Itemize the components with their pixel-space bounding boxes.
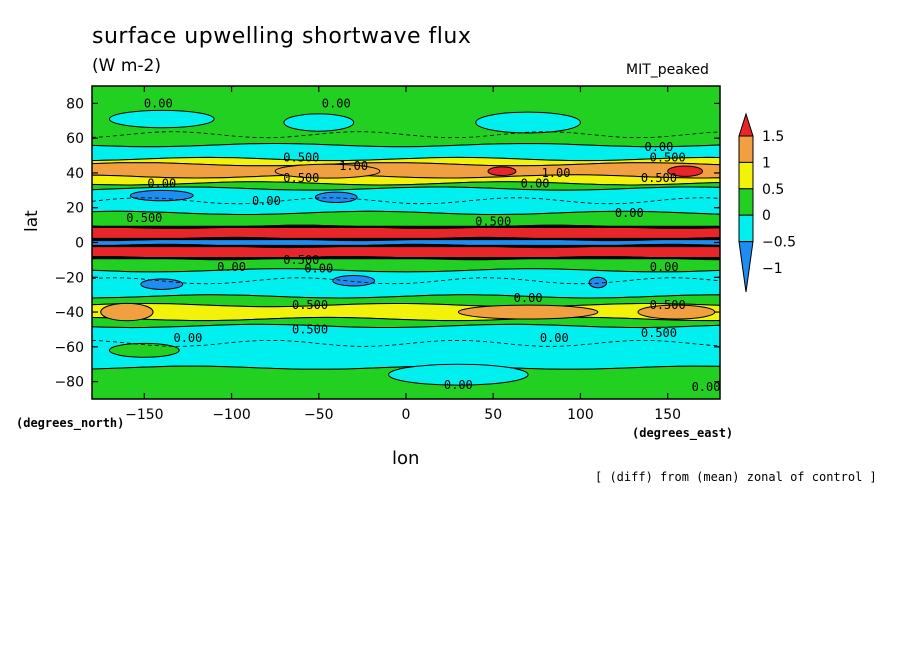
x-axis-units: (degrees_east)	[632, 426, 734, 440]
x-axis-label: lon	[392, 448, 420, 469]
colorbar-level-label: 0.5	[762, 182, 784, 198]
colorbar-arrow-top	[738, 112, 754, 137]
y-tick-label: −80	[54, 375, 84, 391]
x-tick-label: −100	[212, 407, 250, 423]
patch-14	[108, 342, 180, 358]
patch-10	[588, 276, 608, 289]
y-tick-label: −60	[54, 340, 84, 356]
patch-15	[388, 363, 529, 386]
y-tick-label: 60	[66, 131, 84, 147]
contour-label: 0.00	[304, 262, 333, 276]
contour-label: 0.500	[475, 215, 511, 229]
contour-label: 0.500	[283, 150, 319, 164]
colorbar-level-label: −1	[762, 261, 783, 277]
colorbar-swatch	[738, 161, 754, 190]
x-tick-label: 50	[484, 407, 502, 423]
colorbar-level-label: −0.5	[762, 235, 796, 251]
contour-label: 0.500	[283, 171, 319, 185]
difference-note: [ (diff) from (mean) zonal of control ]	[595, 470, 877, 484]
patch-4	[487, 166, 517, 177]
patch-5	[667, 165, 704, 177]
x-tick-label: 100	[567, 407, 594, 423]
contour-label: 0.00	[540, 331, 569, 345]
patch-0	[108, 109, 215, 129]
contour-label: 0.00	[644, 140, 673, 154]
colorbar-level-label: 1.5	[762, 129, 784, 145]
colorbar-swatch	[738, 135, 754, 163]
contour-label: 0.00	[521, 176, 550, 190]
contour-label: 1.00	[542, 166, 571, 180]
patch-1	[283, 113, 355, 132]
contour-label: 0.00	[252, 194, 281, 208]
patch-12	[457, 304, 599, 320]
y-axis-units: (degrees_north)	[16, 416, 125, 430]
y-tick-label: −40	[54, 305, 84, 321]
contour-label: 0.500	[641, 171, 677, 185]
contour-label: 0.500	[292, 298, 328, 312]
chart-units: (W m-2)	[92, 56, 161, 76]
y-tick-label: 40	[66, 166, 84, 182]
contour-label: 0.00	[173, 331, 202, 345]
contour-label: 0.00	[615, 206, 644, 220]
colorbar-swatch	[738, 214, 754, 243]
contour-label: 0.00	[144, 96, 173, 110]
x-tick-label: 150	[654, 407, 681, 423]
contour-label: 0.500	[126, 211, 162, 225]
contour-label: 0.00	[692, 380, 721, 394]
colorbar-level-label: 1	[762, 155, 771, 171]
y-tick-label: 0	[75, 236, 84, 252]
y-tick-label: 80	[66, 96, 84, 112]
contour-label: 0.500	[650, 150, 686, 164]
patch-9	[332, 275, 376, 287]
band-17	[92, 365, 720, 399]
contour-label: 0.00	[444, 378, 473, 392]
contour-label: 0.500	[650, 298, 686, 312]
colorbar-swatch	[738, 188, 754, 216]
chart-title: surface upwelling shortwave flux	[92, 24, 472, 49]
contour-label: 0.500	[641, 326, 677, 340]
contour-label: 0.500	[283, 253, 319, 267]
y-tick-label: 20	[66, 201, 84, 217]
contour-label: 0.00	[514, 291, 543, 305]
y-tick-label: −20	[54, 270, 84, 286]
patch-6	[129, 189, 194, 202]
patch-3	[274, 163, 381, 179]
patch-7	[314, 191, 358, 204]
patch-2	[475, 111, 581, 134]
contour-label: 0.00	[322, 96, 351, 110]
x-tick-label: −50	[304, 407, 334, 423]
contour-label: 0.00	[650, 260, 679, 274]
patch-11	[100, 302, 154, 322]
contour-label: 0.500	[292, 322, 328, 336]
model-label: MIT_peaked	[626, 62, 709, 78]
contour-label: 1.00	[339, 159, 368, 173]
x-tick-label: 0	[402, 407, 411, 423]
patch-8	[140, 278, 184, 290]
colorbar-arrow-bottom	[738, 241, 754, 293]
contour-label: 0.00	[147, 176, 176, 190]
contour-label: 0.00	[217, 260, 246, 274]
colorbar-level-label: 0	[762, 208, 771, 224]
x-tick-label: −150	[125, 407, 163, 423]
